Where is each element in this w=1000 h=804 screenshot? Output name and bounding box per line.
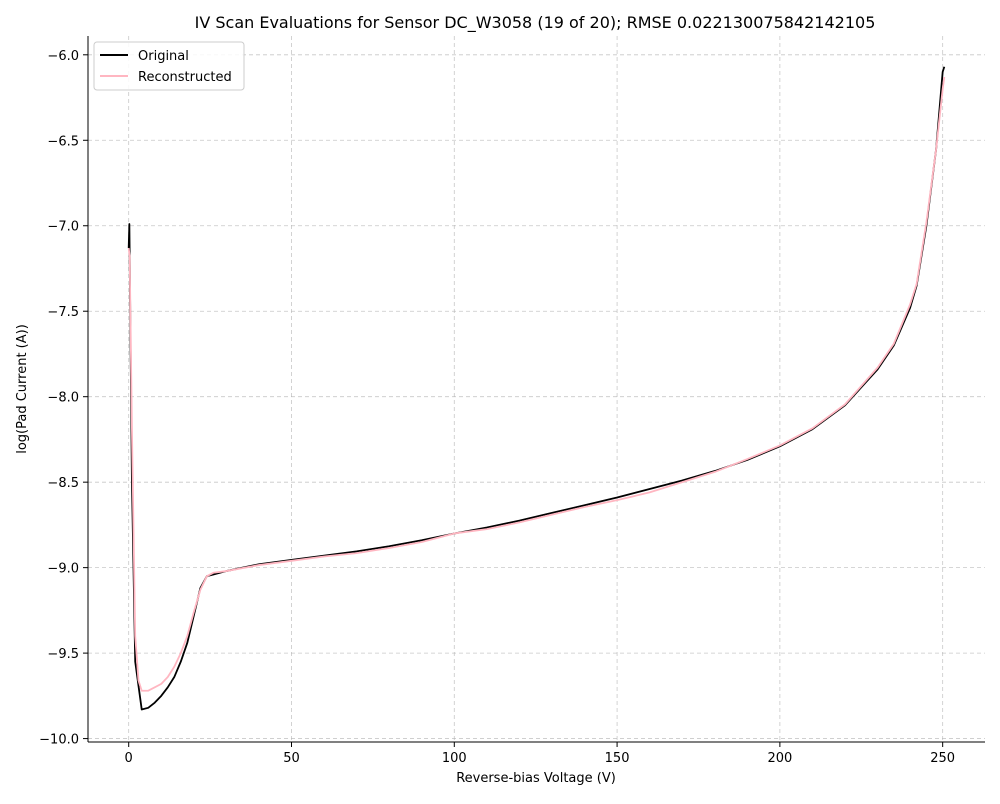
x-tick-label: 50 — [283, 751, 300, 766]
y-tick-label: −10.0 — [39, 733, 79, 748]
y-tick-label: −9.0 — [47, 562, 79, 577]
legend-label-original: Original — [138, 49, 189, 64]
x-tick-label: 200 — [767, 751, 792, 766]
series-lines — [127, 66, 946, 711]
legend: Original Reconstructed — [93, 41, 245, 91]
x-tick-label: 0 — [125, 751, 133, 766]
y-tick-label: −6.5 — [47, 134, 79, 149]
legend-label-reconstructed: Reconstructed — [138, 70, 232, 85]
y-tick-label: −6.0 — [47, 49, 79, 64]
y-axis-label: log(Pad Current (A)) — [15, 324, 30, 454]
series-line-reconstructed — [127, 76, 946, 692]
legend-box — [93, 41, 245, 91]
y-tick-label: −8.0 — [47, 391, 79, 406]
chart-title: IV Scan Evaluations for Sensor DC_W3058 … — [195, 13, 876, 33]
x-axis-label: Reverse-bias Voltage (V) — [456, 771, 616, 786]
x-tick-label: 100 — [442, 751, 467, 766]
y-tick-label: −8.5 — [47, 476, 79, 491]
series-line-original — [127, 66, 946, 711]
x-tick-label: 250 — [930, 751, 955, 766]
grid-lines — [88, 36, 985, 742]
y-tick-label: −7.0 — [47, 220, 79, 235]
x-tick-label: 150 — [605, 751, 630, 766]
y-tick-label: −7.5 — [47, 305, 79, 320]
axes: 0 50 100 150 200 250 −10.0 −9.5 −9.0 −8.5 −8.0 −7.5… — [39, 36, 985, 766]
y-tick-label: −9.5 — [47, 647, 79, 662]
